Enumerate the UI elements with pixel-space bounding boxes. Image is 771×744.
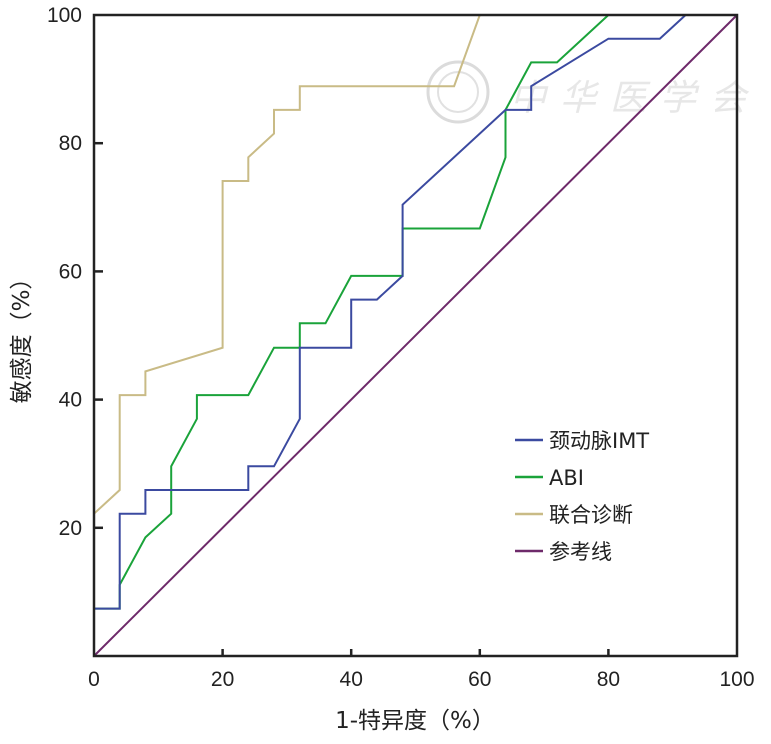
legend-label-3: 参考线	[549, 540, 612, 564]
series-line-2	[93, 14, 737, 515]
x-tick-label: 100	[719, 668, 754, 691]
x-tick-label: 80	[597, 668, 620, 691]
x-tick-label: 40	[340, 668, 363, 691]
y-axis-label: 敏感度（%）	[9, 267, 35, 404]
x-axis-label: 1-特异度（%）	[335, 708, 495, 734]
legend-label-0: 颈动脉IMT	[549, 429, 649, 453]
axis-ticks: 0 20 40 60 80 100 20 40 60 80 100	[47, 4, 755, 691]
legend-label-1: ABI	[549, 466, 584, 490]
series-line-1	[94, 14, 737, 610]
y-tick-label: 100	[47, 4, 82, 27]
x-tick-label: 20	[211, 668, 234, 691]
legend-label-2: 联合诊断	[549, 503, 633, 527]
series-line-3	[93, 14, 738, 657]
series-line-0	[94, 14, 737, 610]
y-tick-label: 40	[59, 389, 82, 412]
x-tick-label: 60	[468, 668, 491, 691]
series-layer	[93, 14, 738, 657]
y-tick-label: 80	[59, 132, 82, 155]
watermark: 中华医学会	[426, 60, 760, 124]
y-tick-label: 20	[59, 517, 82, 540]
plot-frame	[92, 13, 739, 658]
x-tick-label: 0	[88, 668, 100, 691]
svg-text:中华医学会: 中华医学会	[510, 78, 760, 119]
y-tick-label: 60	[59, 260, 82, 283]
